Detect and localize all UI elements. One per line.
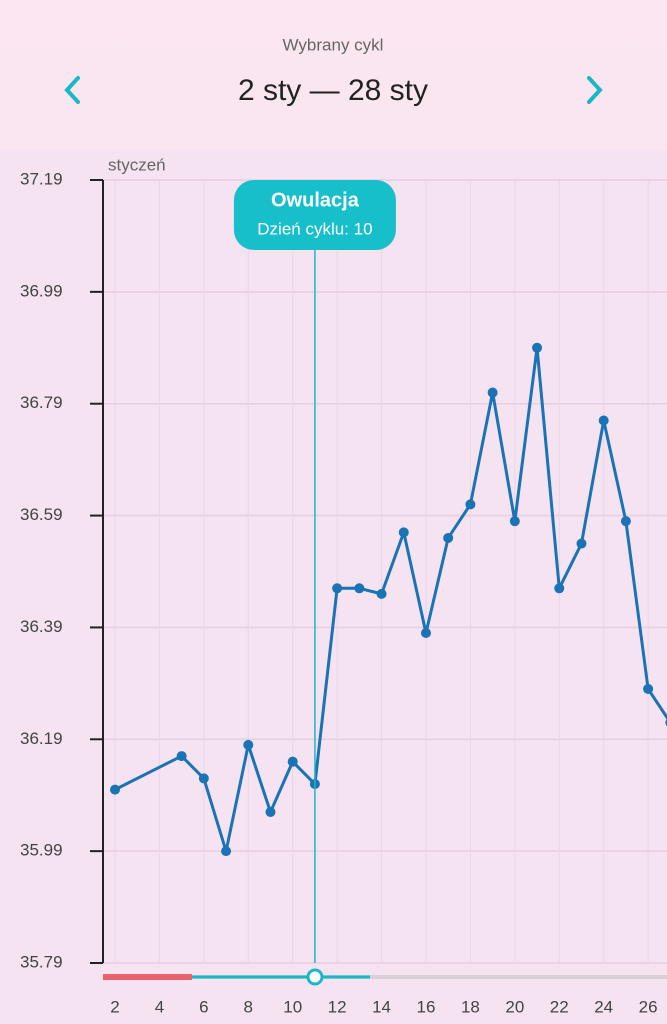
y-tick-label: 36.19: [20, 729, 63, 748]
temperature-point: [109, 784, 120, 795]
temperature-point: [643, 683, 654, 694]
title: 2 sty — 28 sty: [238, 74, 428, 107]
ovulation-marker: [306, 968, 324, 986]
annotation-box: [233, 180, 396, 250]
x-tick-label: 22: [550, 997, 569, 1016]
x-tick-label: 6: [199, 997, 208, 1016]
temperature-point: [620, 516, 631, 527]
x-tick-label: 4: [155, 997, 164, 1016]
x-tick-label: 24: [594, 997, 613, 1016]
temperature-point: [176, 751, 187, 762]
temperature-point: [509, 516, 520, 527]
temperature-point: [420, 628, 431, 639]
x-tick-label: 26: [639, 997, 658, 1016]
y-tick-label: 37.19: [20, 169, 63, 188]
temperature-point: [287, 756, 298, 767]
next-button[interactable]: [587, 76, 603, 104]
x-tick-label: 8: [244, 997, 253, 1016]
x-tick-label: 2: [110, 997, 119, 1016]
temperature-point: [243, 739, 254, 750]
temperature-point: [398, 527, 409, 538]
y-tick-label: 36.39: [20, 617, 63, 636]
y-tick-label: 36.59: [20, 505, 63, 524]
x-tick-label: 14: [372, 997, 391, 1016]
y-tick-label: 36.79: [20, 393, 63, 412]
subtitle: Wybrany cykl: [283, 35, 384, 54]
temperature-point: [376, 588, 387, 599]
temperature-point: [354, 583, 365, 594]
x-tick-label: 18: [461, 997, 480, 1016]
temperature-point: [532, 342, 543, 353]
annotation-text: Dzień cyklu: 10: [257, 219, 372, 238]
temperature-point: [332, 583, 343, 594]
temperature-point: [198, 773, 209, 784]
temperature-point: [443, 532, 454, 543]
prev-button[interactable]: [64, 76, 80, 104]
x-tick-label: 12: [328, 997, 347, 1016]
annotation-title: Owulacja: [271, 189, 360, 211]
temperature-point: [487, 387, 498, 398]
temperature-point: [221, 846, 232, 857]
temperature-point: [598, 415, 609, 426]
y-tick-label: 36.99: [20, 281, 63, 300]
temperature-point: [265, 806, 276, 817]
y-tick-label: 35.99: [20, 841, 63, 860]
y-tick-label: 35.79: [20, 952, 63, 971]
month-label: styczeń: [108, 155, 166, 174]
temperature-point: [465, 499, 476, 510]
x-tick-label: 10: [283, 997, 302, 1016]
x-tick-label: 16: [417, 997, 436, 1016]
temperature-point: [554, 583, 565, 594]
temperature-point: [576, 538, 587, 549]
temperature-line: [114, 346, 667, 853]
x-tick-label: 20: [505, 997, 524, 1016]
